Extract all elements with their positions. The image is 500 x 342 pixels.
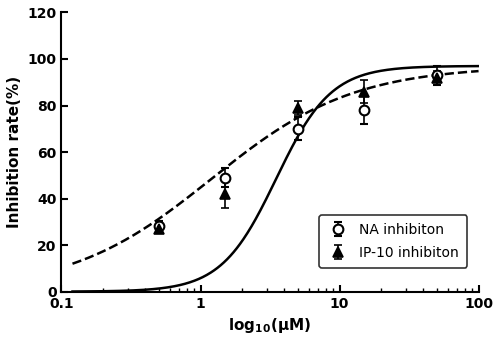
X-axis label: $\mathregular{log_{10}}$($\mathregular{\mu}$M): $\mathregular{log_{10}}$($\mathregular{\… [228,316,312,335]
Legend: NA inhibiton, IP-10 inhibiton: NA inhibiton, IP-10 inhibiton [319,215,468,268]
Y-axis label: Inhibition rate(%): Inhibition rate(%) [7,76,22,228]
